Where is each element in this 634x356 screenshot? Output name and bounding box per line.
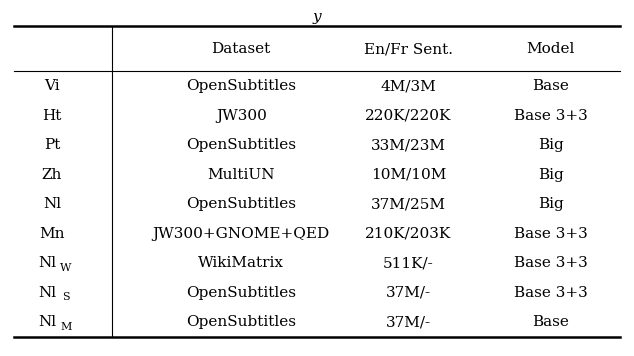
Text: OpenSubtitles: OpenSubtitles <box>186 79 296 93</box>
Text: Vi: Vi <box>44 79 60 93</box>
Text: Model: Model <box>526 42 575 56</box>
Text: Zh: Zh <box>42 168 62 182</box>
Text: 511K/-: 511K/- <box>383 256 434 270</box>
Text: S: S <box>62 292 70 302</box>
Text: 37M/25M: 37M/25M <box>371 197 446 211</box>
Text: En/Fr Sent.: En/Fr Sent. <box>364 42 453 56</box>
Text: Base 3+3: Base 3+3 <box>514 286 588 300</box>
Text: 37M/-: 37M/- <box>386 286 431 300</box>
Text: Nl: Nl <box>38 315 56 329</box>
Text: WikiMatrix: WikiMatrix <box>198 256 284 270</box>
Text: y: y <box>313 10 321 24</box>
Text: Mn: Mn <box>39 227 65 241</box>
Text: Nl: Nl <box>38 256 56 270</box>
Text: Big: Big <box>538 197 564 211</box>
Text: Dataset: Dataset <box>212 42 271 56</box>
Text: W: W <box>60 263 72 273</box>
Text: JW300: JW300 <box>216 109 267 122</box>
Text: M: M <box>60 322 72 332</box>
Text: Big: Big <box>538 138 564 152</box>
Text: Pt: Pt <box>44 138 60 152</box>
Text: OpenSubtitles: OpenSubtitles <box>186 138 296 152</box>
Text: 37M/-: 37M/- <box>386 315 431 329</box>
Text: Nl: Nl <box>38 286 56 300</box>
Text: Base: Base <box>532 315 569 329</box>
Text: Nl: Nl <box>43 197 61 211</box>
Text: Base 3+3: Base 3+3 <box>514 109 588 122</box>
Text: OpenSubtitles: OpenSubtitles <box>186 315 296 329</box>
Text: 220K/220K: 220K/220K <box>365 109 451 122</box>
Text: 33M/23M: 33M/23M <box>371 138 446 152</box>
Text: 210K/203K: 210K/203K <box>365 227 451 241</box>
Text: OpenSubtitles: OpenSubtitles <box>186 197 296 211</box>
Text: JW300+GNOME+QED: JW300+GNOME+QED <box>153 227 330 241</box>
Text: Base: Base <box>532 79 569 93</box>
Text: Ht: Ht <box>42 109 61 122</box>
Text: 10M/10M: 10M/10M <box>371 168 446 182</box>
Text: 4M/3M: 4M/3M <box>380 79 436 93</box>
Text: Big: Big <box>538 168 564 182</box>
Text: Base 3+3: Base 3+3 <box>514 227 588 241</box>
Text: OpenSubtitles: OpenSubtitles <box>186 286 296 300</box>
Text: MultiUN: MultiUN <box>207 168 275 182</box>
Text: Base 3+3: Base 3+3 <box>514 256 588 270</box>
